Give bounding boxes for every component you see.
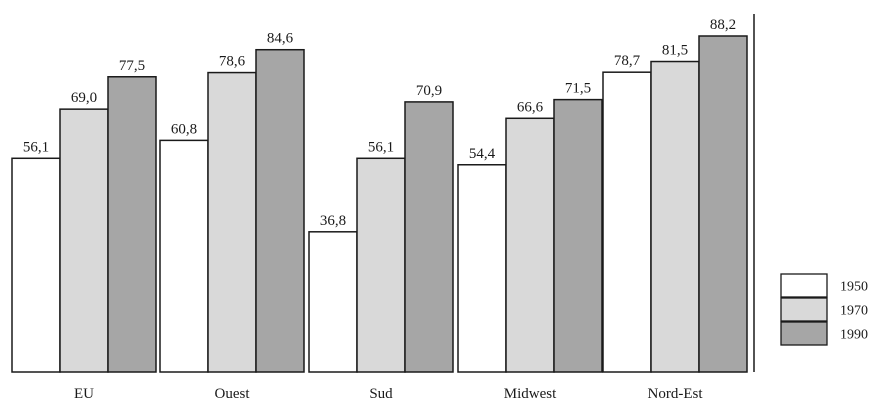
legend-swatch-1950 bbox=[780, 273, 828, 298]
bar-nord-est-1950 bbox=[602, 71, 652, 373]
data-label-midwest-1950: 54,4 bbox=[469, 146, 496, 162]
data-label-ouest-1990: 84,6 bbox=[267, 31, 294, 47]
bar-nord-est-1990 bbox=[698, 35, 748, 373]
data-label-ouest-1950: 60,8 bbox=[171, 121, 197, 137]
bar-labels-layer: 56,1 69,0 77,5 60,8 78,6 84,6 36,8 56,1 70,9 54,4… bbox=[23, 17, 736, 229]
legend: 1950 1970 1990 bbox=[780, 273, 868, 346]
category-label-midwest: Midwest bbox=[504, 386, 557, 402]
category-label-sud: Sud bbox=[369, 386, 393, 402]
bar-sud-1990 bbox=[404, 101, 454, 373]
bar-sud-1950 bbox=[308, 231, 358, 373]
bar-ouest-1950 bbox=[159, 139, 209, 373]
data-label-nord-est-1970: 81,5 bbox=[662, 43, 688, 59]
category-label-eu: EU bbox=[74, 386, 94, 402]
data-label-ouest-1970: 78,6 bbox=[219, 54, 246, 70]
bar-nord-est-1970 bbox=[650, 60, 700, 373]
bar-ouest-1970 bbox=[207, 71, 257, 373]
legend-label-1950: 1950 bbox=[840, 280, 868, 295]
data-label-sud-1970: 56,1 bbox=[368, 139, 394, 155]
data-label-nord-est-1950: 78,7 bbox=[614, 53, 641, 69]
data-label-sud-1990: 70,9 bbox=[416, 83, 442, 99]
bar-midwest-1990 bbox=[553, 98, 603, 373]
bar-eu-1970 bbox=[59, 108, 109, 373]
bar-eu-1950 bbox=[11, 157, 61, 373]
category-labels-layer: EU Ouest Sud Midwest Nord-Est bbox=[74, 386, 703, 402]
bar-midwest-1950 bbox=[457, 164, 507, 373]
legend-swatch-1990 bbox=[780, 321, 828, 346]
data-label-eu-1970: 69,0 bbox=[71, 90, 97, 106]
data-label-eu-1950: 56,1 bbox=[23, 139, 49, 155]
category-label-ouest: Ouest bbox=[215, 386, 251, 402]
data-label-nord-est-1990: 88,2 bbox=[710, 17, 736, 33]
data-label-eu-1990: 77,5 bbox=[119, 58, 145, 74]
data-label-midwest-1970: 66,6 bbox=[517, 99, 544, 115]
bar-midwest-1970 bbox=[505, 117, 555, 373]
data-label-sud-1950: 36,8 bbox=[320, 213, 346, 229]
legend-swatch-1970 bbox=[780, 297, 828, 322]
data-label-midwest-1990: 71,5 bbox=[565, 81, 591, 97]
category-label-nord-est: Nord-Est bbox=[648, 386, 704, 402]
bar-eu-1990 bbox=[107, 76, 157, 373]
bars-layer bbox=[11, 35, 748, 373]
legend-label-1970: 1970 bbox=[840, 304, 868, 319]
bar-sud-1970 bbox=[356, 157, 406, 373]
legend-label-1990: 1990 bbox=[840, 328, 868, 343]
bar-ouest-1990 bbox=[255, 48, 305, 373]
